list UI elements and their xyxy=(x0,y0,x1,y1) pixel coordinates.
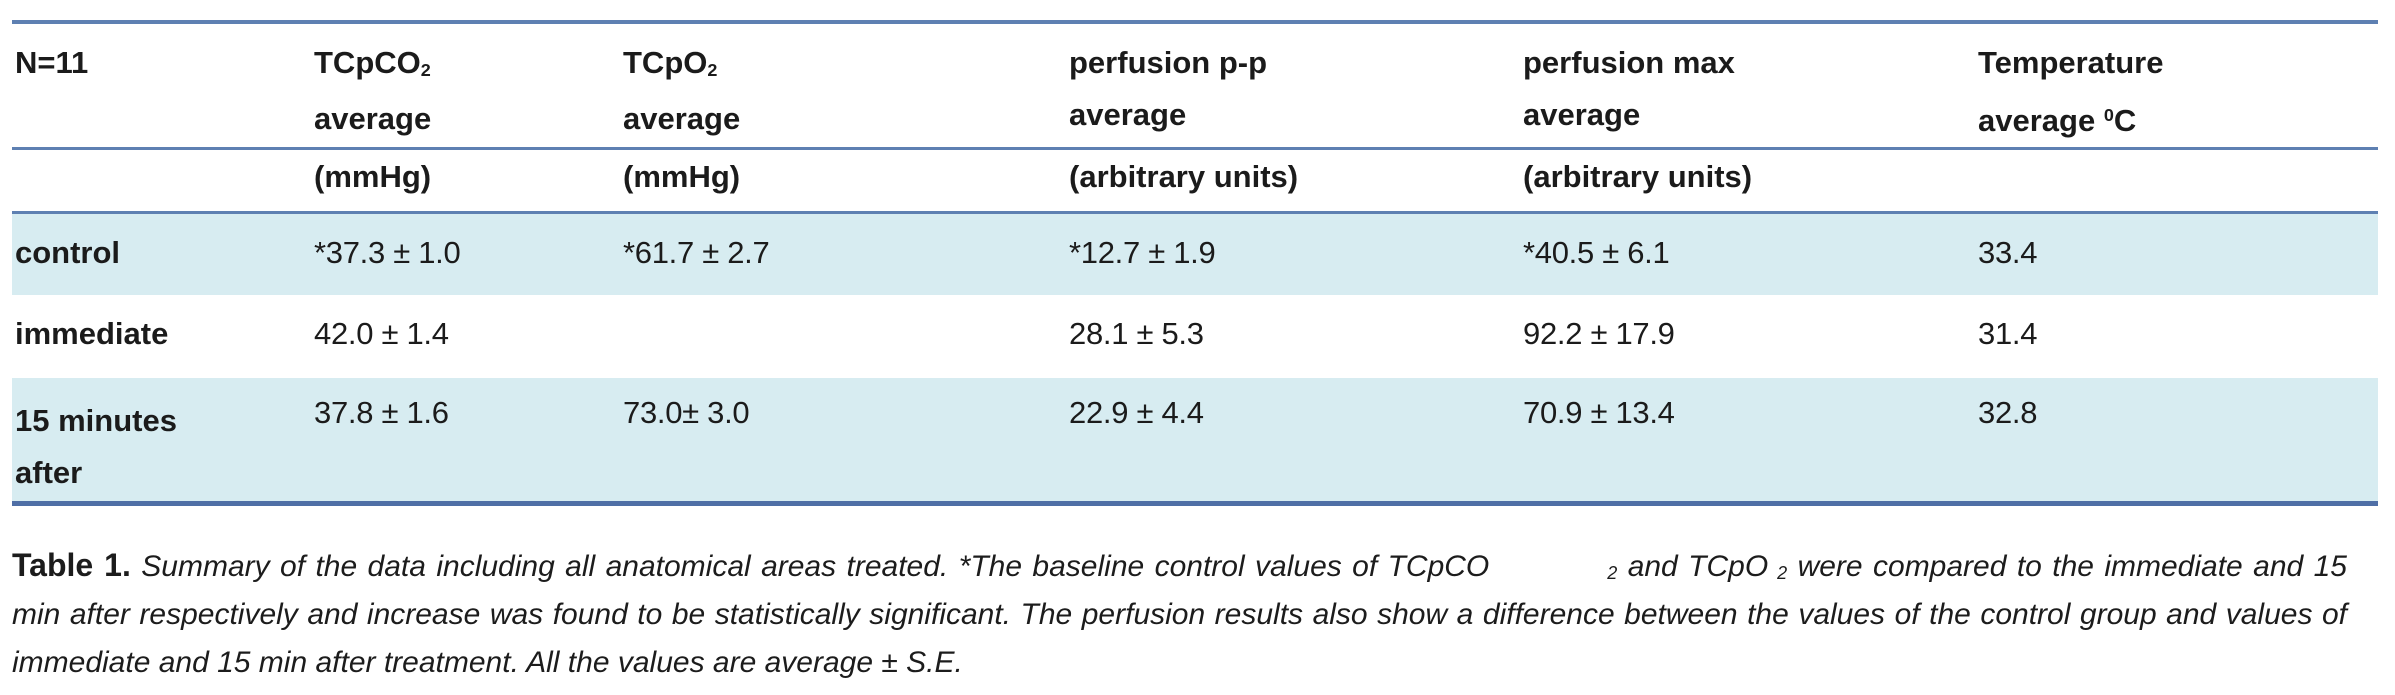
row-label-control: control xyxy=(15,234,121,270)
subscript: 2 xyxy=(420,59,431,80)
column-header-n: N=11 xyxy=(12,22,311,148)
units-cell-perfusion-pp: (arbitrary units) xyxy=(1069,158,1299,194)
row-label-15-minutes-after: 15 minutes after xyxy=(15,403,177,491)
value-cell-perfusion-pp: *12.7 ± 1.9 xyxy=(1069,234,1216,270)
n-label: N=11 xyxy=(15,45,89,80)
value-cell-perfusion-max: 70.9 ± 13.4 xyxy=(1523,395,1675,431)
value-cell-perfusion-pp: 22.9 ± 4.4 xyxy=(1069,395,1204,431)
value-cell-tcpco2: 42.0 ± 1.4 xyxy=(314,316,449,352)
value-cell-temperature: 32.8 xyxy=(1978,395,2038,431)
table-caption: Table 1. Summary of the data including a… xyxy=(12,540,2347,687)
units-cell-tcpo2: (mmHg) xyxy=(623,158,741,194)
header-row-units: (mmHg) (mmHg) (arbitrary units) (arbitra… xyxy=(12,148,2378,213)
value-cell-tcpo2 xyxy=(620,295,1066,378)
column-header-perfusion-max: perfusion max average xyxy=(1523,45,1735,132)
table-container: N=11 TCpCO2 average TCpO2 average perfus… xyxy=(12,20,2378,506)
table-row-immediate: immediate 42.0 ± 1.4 28.1 ± 5.3 92.2 ± 1… xyxy=(12,295,2378,378)
value-cell-perfusion-pp: 28.1 ± 5.3 xyxy=(1069,316,1204,352)
table-row-control: control *37.3 ± 1.0 *61.7 ± 2.7 *12.7 ± … xyxy=(12,212,2378,296)
value-cell-tcpco2: 37.8 ± 1.6 xyxy=(314,395,449,431)
value-cell-tcpo2: 73.0± 3.0 xyxy=(623,395,750,431)
units-cell-tcpco2: (mmHg) xyxy=(314,158,432,194)
table-row-15-minutes-after: 15 minutes after 37.8 ± 1.6 73.0± 3.0 22… xyxy=(12,378,2378,504)
column-header-tcpco2: TCpCO2 average xyxy=(314,45,432,136)
column-header-tcpo2: TCpO2 average xyxy=(623,45,741,136)
caption-text-part3: were compared to the immediate and 15 mi… xyxy=(12,549,2347,680)
value-cell-tcpo2: *61.7 ± 2.7 xyxy=(623,234,770,270)
row-label-immediate: immediate xyxy=(15,316,169,352)
degree-unit: C xyxy=(2113,102,2137,138)
summary-table: N=11 TCpCO2 average TCpO2 average perfus… xyxy=(12,20,2378,506)
units-cell-temperature xyxy=(1975,148,2378,212)
units-cell-empty xyxy=(12,148,311,212)
caption-subscript-1: 2 xyxy=(1607,563,1618,584)
value-cell-perfusion-max: 92.2 ± 17.9 xyxy=(1523,316,1675,352)
column-header-perfusion-pp: perfusion p-p average xyxy=(1069,45,1268,132)
caption-subscript-2: 2 xyxy=(1777,563,1788,584)
value-cell-perfusion-max: *40.5 ± 6.1 xyxy=(1523,234,1670,270)
value-cell-tcpco2: *37.3 ± 1.0 xyxy=(314,234,461,270)
caption-text-part2: and TCpO xyxy=(1627,549,1769,583)
units-cell-perfusion-max: (arbitrary units) xyxy=(1523,158,1753,194)
value-cell-temperature: 31.4 xyxy=(1978,316,2038,352)
degree-superscript: 0 xyxy=(2103,105,2114,125)
column-header-temperature: Temperature average 0C xyxy=(1978,45,2164,138)
subscript: 2 xyxy=(707,59,718,80)
value-cell-temperature: 33.4 xyxy=(1978,234,2038,270)
header-row-titles: N=11 TCpCO2 average TCpO2 average perfus… xyxy=(12,22,2378,149)
caption-text-part1: Summary of the data including all anatom… xyxy=(141,549,1490,583)
caption-label: Table 1. xyxy=(12,546,131,583)
